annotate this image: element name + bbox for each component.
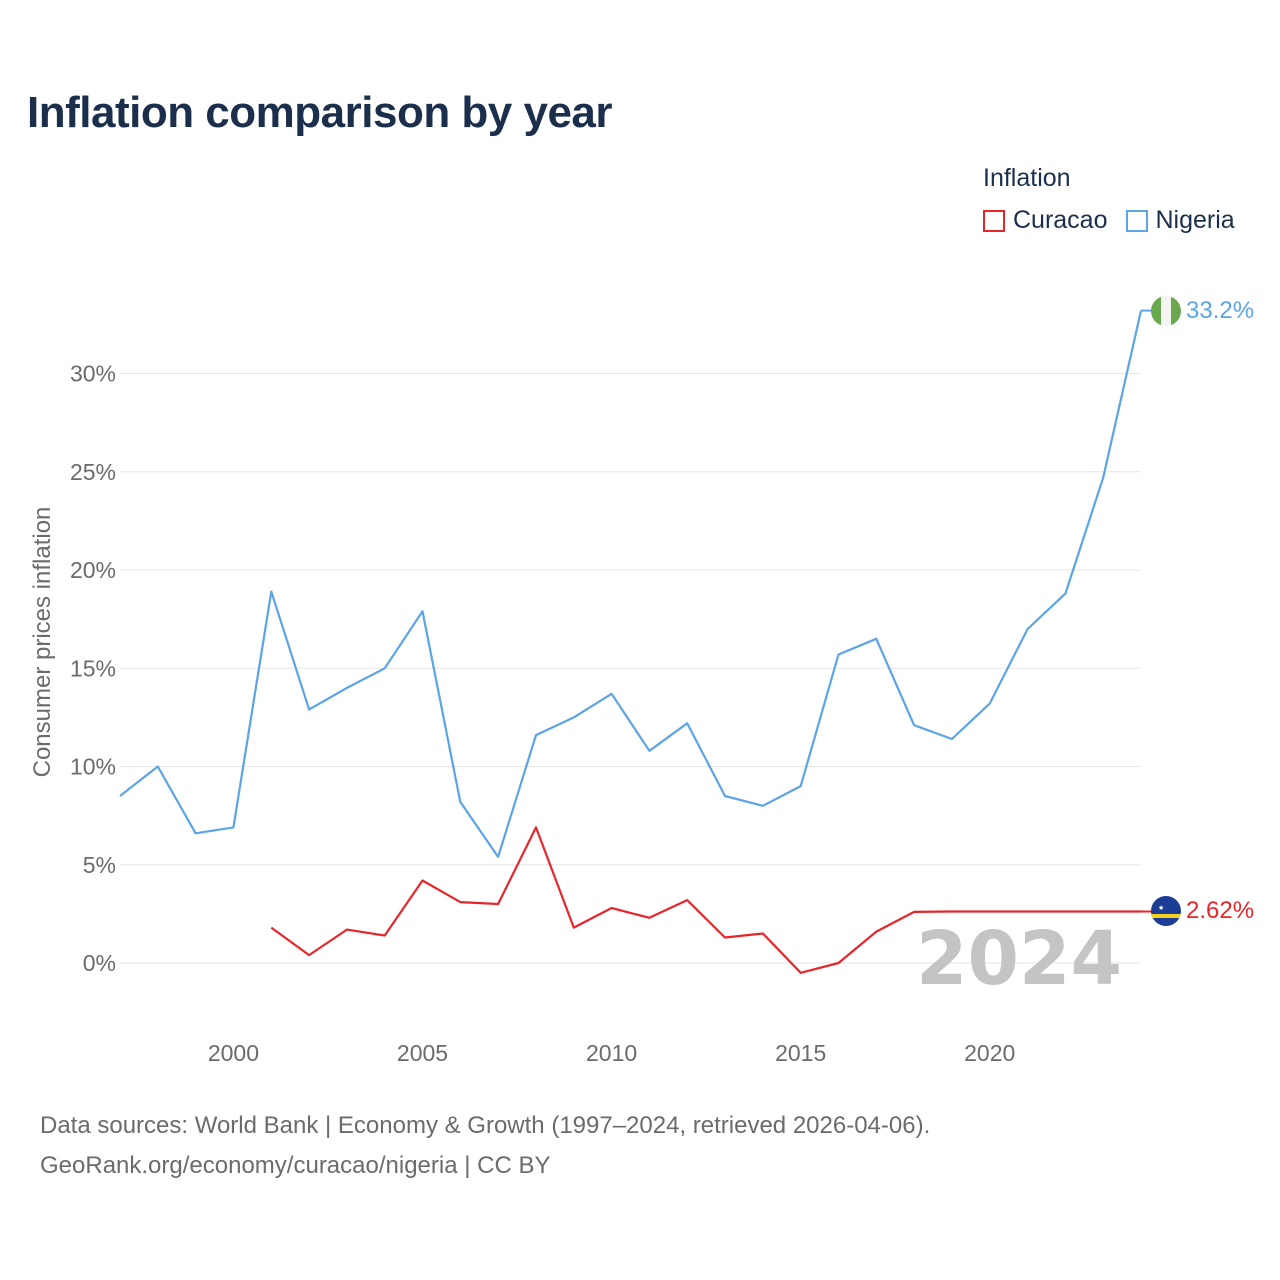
- x-tick-label: 2015: [775, 1040, 826, 1066]
- legend-swatch-nigeria: [1125, 209, 1148, 232]
- footer: Data sources: World Bank | Economy & Gro…: [40, 1106, 930, 1186]
- series-line-nigeria: [119, 310, 1143, 859]
- x-tick-label: 2010: [586, 1040, 637, 1066]
- legend-title: Inflation: [983, 164, 1071, 192]
- legend-item-nigeria[interactable]: Nigeria: [1125, 206, 1235, 235]
- year-watermark: 2024: [916, 916, 1122, 1002]
- gridlines: [120, 373, 1141, 964]
- y-tick-label: 5%: [83, 852, 116, 878]
- x-tick-label: 2000: [208, 1040, 259, 1066]
- y-axis-label: Consumer prices inflation: [29, 507, 56, 778]
- footer-sources: Data sources: World Bank | Economy & Gro…: [40, 1112, 931, 1139]
- legend-label-nigeria: Nigeria: [1155, 206, 1235, 234]
- y-tick-label: 0%: [83, 950, 116, 976]
- chart-title: Inflation comparison by year: [27, 88, 613, 137]
- legend-label-curacao: Curacao: [1013, 206, 1108, 234]
- y-axis-ticks: 0% 5% 10% 15% 20% 25% 30%: [70, 361, 116, 977]
- x-tick-label: 2005: [397, 1040, 448, 1066]
- svg-text:★: ★: [1158, 904, 1164, 912]
- legend-swatch-curacao: [983, 209, 1005, 232]
- series-lines: [119, 309, 1152, 974]
- curacao-flag-icon: ★: [1151, 896, 1181, 926]
- y-tick-label: 15%: [70, 655, 116, 681]
- y-tick-label: 25%: [70, 459, 116, 485]
- y-tick-label: 10%: [70, 754, 116, 780]
- x-tick-label: 2020: [964, 1040, 1015, 1066]
- end-label-nigeria: 33.2%: [1186, 297, 1254, 324]
- legend: Curacao Nigeria: [983, 206, 1253, 235]
- nigeria-flag-icon: [1151, 296, 1181, 326]
- end-label-curacao: 2.62%: [1186, 897, 1254, 924]
- footer-credit: GeoRank.org/economy/curacao/nigeria | CC…: [40, 1152, 551, 1179]
- series-line-curacao: [270, 826, 1141, 974]
- chart-area: 0% 5% 10% 15% 20% 25% 30% 2000 2005 2010 2015 2020…: [29, 296, 1254, 1066]
- legend-item-curacao[interactable]: Curacao: [983, 206, 1108, 235]
- x-axis-ticks: 2000 2005 2010 2015 2020: [208, 1040, 1015, 1066]
- y-tick-label: 30%: [70, 361, 116, 387]
- y-tick-label: 20%: [70, 557, 116, 583]
